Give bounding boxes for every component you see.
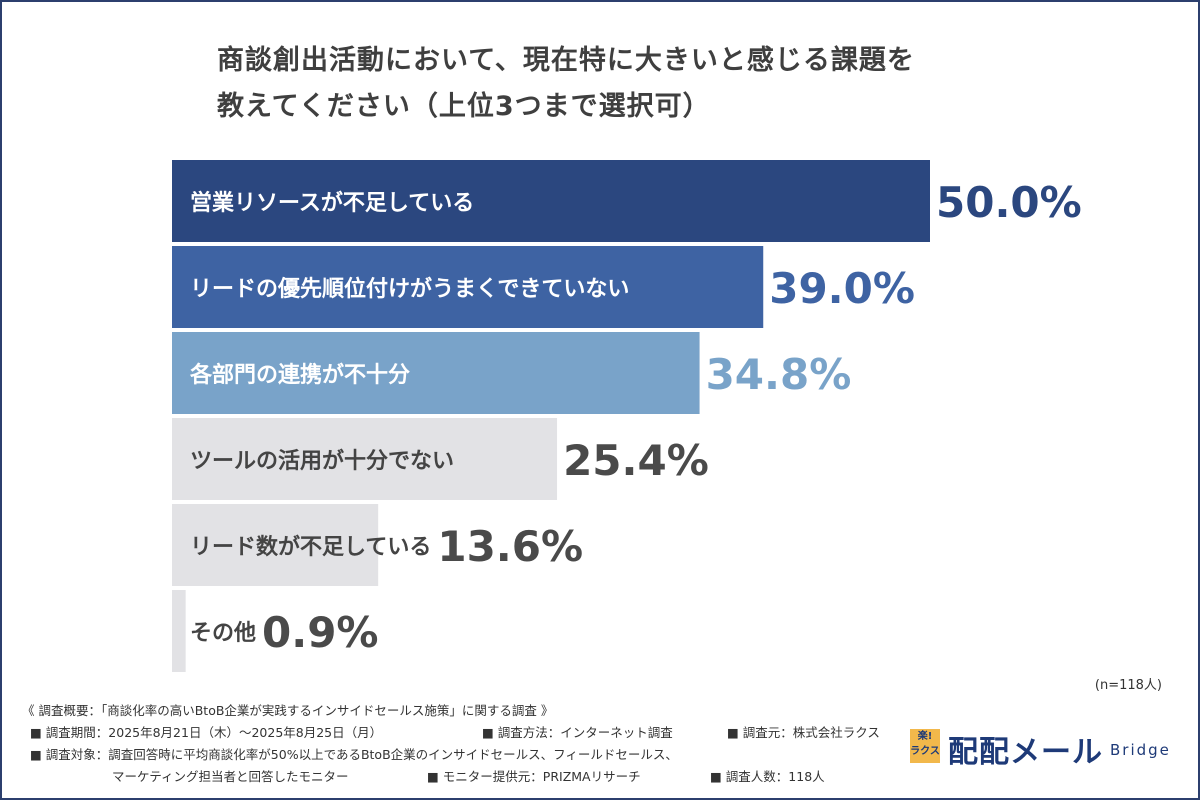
bar-label-2: リードの優先順位付けがうまくできていない xyxy=(190,276,629,302)
sample-size-note: (n=118人) xyxy=(1094,678,1162,693)
rakus-badge: 楽! ラクス xyxy=(910,729,940,763)
value-label-6: 0.9% xyxy=(262,608,378,657)
brand-sub: Bridge xyxy=(1110,741,1171,759)
bar-4 xyxy=(172,418,558,500)
title-line-1: 商談創出活動において、現在特に大きいと感じる課題を xyxy=(217,45,915,76)
survey-target-cont: マーケティング担当者と回答したモニター xyxy=(112,769,349,784)
value-label-5: 13.6% xyxy=(437,522,583,571)
bar-label-6: その他 xyxy=(190,621,256,646)
chart-title: 商談創出活動において、現在特に大きいと感じる課題を 教えてください（上位3つまで… xyxy=(217,38,1037,130)
survey-period: ■ 調査期間：2025年8月21日（木）〜2025年8月25日（月） xyxy=(30,725,383,740)
bar-label-4: ツールの活用が十分でない xyxy=(190,448,454,474)
value-label-1: 50.0% xyxy=(936,178,1082,227)
bar-5 xyxy=(172,504,379,586)
survey-overview: 《 調査概要：「商談化率の高いBtoB企業が実践するインサイドセールス施策」に関… xyxy=(22,703,554,718)
bar-3 xyxy=(172,332,700,414)
bar-label-5: リード数が不足している xyxy=(190,534,431,560)
survey-source: ■ 調査元：株式会社ラクス xyxy=(727,725,880,740)
survey-count: ■ 調査人数：118人 xyxy=(710,769,825,784)
bar-label-1: 営業リソースが不足している xyxy=(190,190,474,216)
survey-target: ■ 調査対象：調査回答時に平均商談化率が50%以上であるBtoB企業のインサイド… xyxy=(30,747,678,762)
survey-provider: ■ モニター提供元：PRIZMAリサーチ xyxy=(427,769,641,784)
bar-1 xyxy=(172,160,930,242)
brand-name: 配配メール xyxy=(948,735,1103,770)
bar-2 xyxy=(172,246,764,328)
value-label-4: 25.4% xyxy=(563,436,709,485)
title-line-2: 教えてください（上位3つまで選択可） xyxy=(217,91,711,122)
badge-bottom: ラクス xyxy=(910,746,940,757)
bar-6 xyxy=(172,590,186,672)
brand-logo: 楽! ラクス 配配メール Bridge xyxy=(910,727,1180,770)
badge-top: 楽! xyxy=(917,731,933,742)
bar-label-3: 各部門の連携が不十分 xyxy=(189,362,410,388)
value-label-3: 34.8% xyxy=(706,350,852,399)
value-label-2: 39.0% xyxy=(769,264,915,313)
survey-method: ■ 調査方法：インターネット調査 xyxy=(482,725,673,740)
